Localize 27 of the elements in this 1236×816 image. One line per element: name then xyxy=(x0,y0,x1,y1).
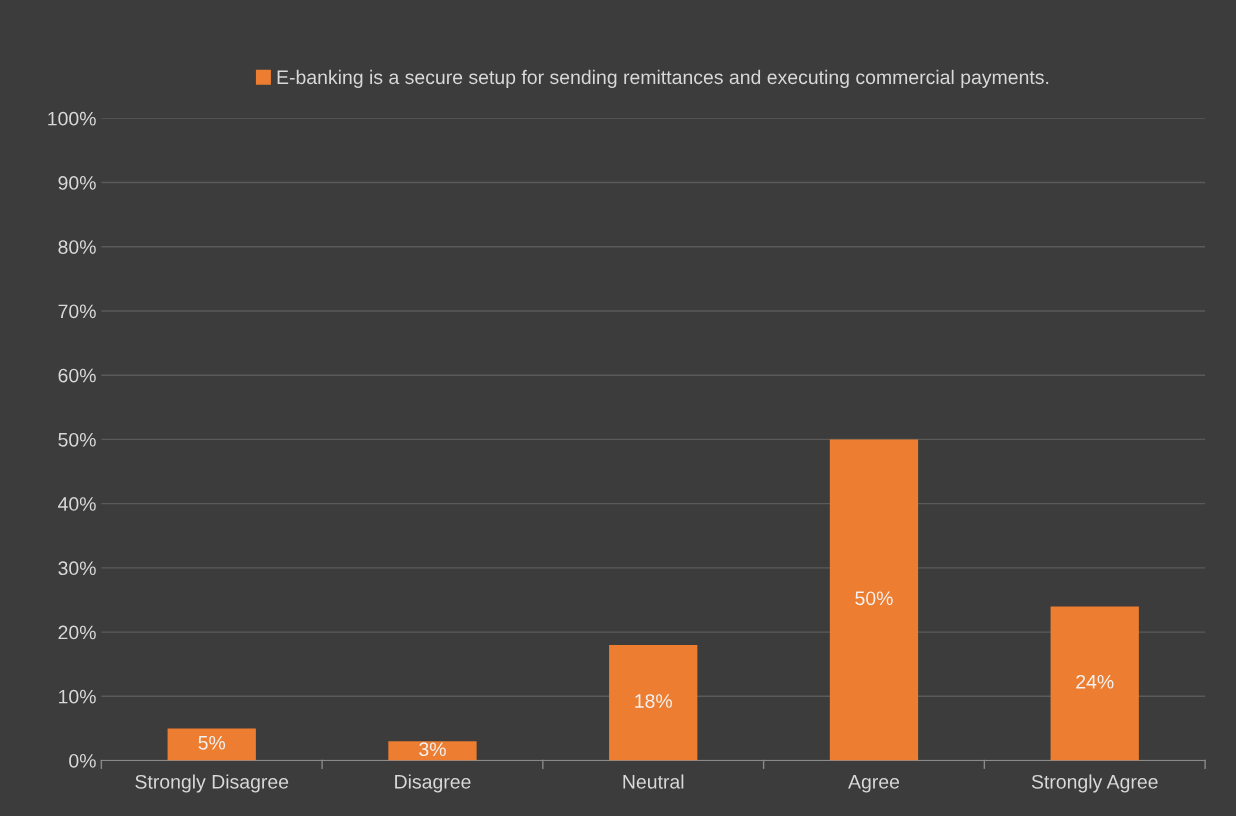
y-tick-label: 60% xyxy=(58,368,96,383)
x-tick-label: Disagree xyxy=(395,774,471,793)
data-label: 18% xyxy=(635,694,672,708)
data-label: 50% xyxy=(855,591,893,606)
x-tick-label: Strongly Disagree xyxy=(135,774,289,793)
x-tick-label: Strongly Agree xyxy=(1031,774,1158,793)
x-tick-label: Neutral xyxy=(623,774,684,789)
y-tick-label: 40% xyxy=(58,497,96,511)
x-tick-label: Agree xyxy=(848,775,900,793)
y-tick-label: 50% xyxy=(58,432,96,447)
y-tick-label: 20% xyxy=(58,625,96,640)
y-tick-label: 10% xyxy=(59,689,96,704)
y-tick-label: 70% xyxy=(58,304,96,319)
bar xyxy=(388,741,477,761)
y-tick-label: 100% xyxy=(48,111,96,126)
y-tick-label: 0% xyxy=(69,753,96,768)
y-tick-label: 30% xyxy=(58,561,96,576)
bar xyxy=(609,644,698,761)
bar xyxy=(167,728,256,761)
data-label: 24% xyxy=(1076,674,1114,689)
y-tick-label: 80% xyxy=(58,240,96,254)
bar xyxy=(1050,606,1139,761)
legend-label: E-banking is a secure setup for sending remittances and executing commercial payments. xyxy=(277,69,1049,88)
bar xyxy=(829,439,919,761)
data-label: 5% xyxy=(198,735,226,750)
y-tick-label: 90% xyxy=(58,176,96,190)
data-label: 3% xyxy=(419,742,446,757)
